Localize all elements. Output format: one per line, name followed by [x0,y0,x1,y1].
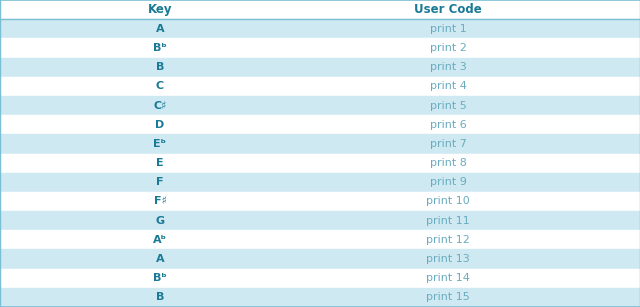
Text: F: F [156,177,164,187]
Text: D: D [156,120,164,130]
Bar [0,115,640,134]
Text: print 4: print 4 [429,81,467,91]
Bar [0,134,640,154]
Bar [0,192,640,211]
Text: print 13: print 13 [426,254,470,264]
Bar [0,269,640,288]
Text: G: G [156,216,164,226]
Bar [0,211,640,230]
Text: Bᵇ: Bᵇ [153,43,167,53]
Text: print 2: print 2 [429,43,467,53]
Text: print 8: print 8 [429,158,467,168]
Text: print 3: print 3 [429,62,467,72]
Text: Aᵇ: Aᵇ [153,235,167,245]
Bar [0,96,640,115]
Text: A: A [156,24,164,34]
Text: print 14: print 14 [426,273,470,283]
Text: A: A [156,254,164,264]
Bar [0,154,640,173]
Text: print 1: print 1 [429,24,467,34]
Bar [0,249,640,269]
Text: print 6: print 6 [429,120,467,130]
Text: Eᵇ: Eᵇ [154,139,166,149]
Bar [0,173,640,192]
Text: C♯: C♯ [153,100,167,111]
Bar [0,77,640,96]
Text: print 10: print 10 [426,196,470,207]
Text: print 7: print 7 [429,139,467,149]
Text: User Code: User Code [414,3,482,16]
Bar [0,19,640,38]
Bar [0,38,640,58]
Bar [0,0,640,19]
Text: print 9: print 9 [429,177,467,187]
Text: B: B [156,292,164,302]
Text: Bᵇ: Bᵇ [153,273,167,283]
Bar [0,230,640,249]
Bar [0,58,640,77]
Text: Key: Key [148,3,172,16]
Text: print 11: print 11 [426,216,470,226]
Text: B: B [156,62,164,72]
Text: print 5: print 5 [429,100,467,111]
Bar [0,288,640,307]
Text: print 12: print 12 [426,235,470,245]
Text: C: C [156,81,164,91]
Text: F♯: F♯ [154,196,166,207]
Text: print 15: print 15 [426,292,470,302]
Text: E: E [156,158,164,168]
